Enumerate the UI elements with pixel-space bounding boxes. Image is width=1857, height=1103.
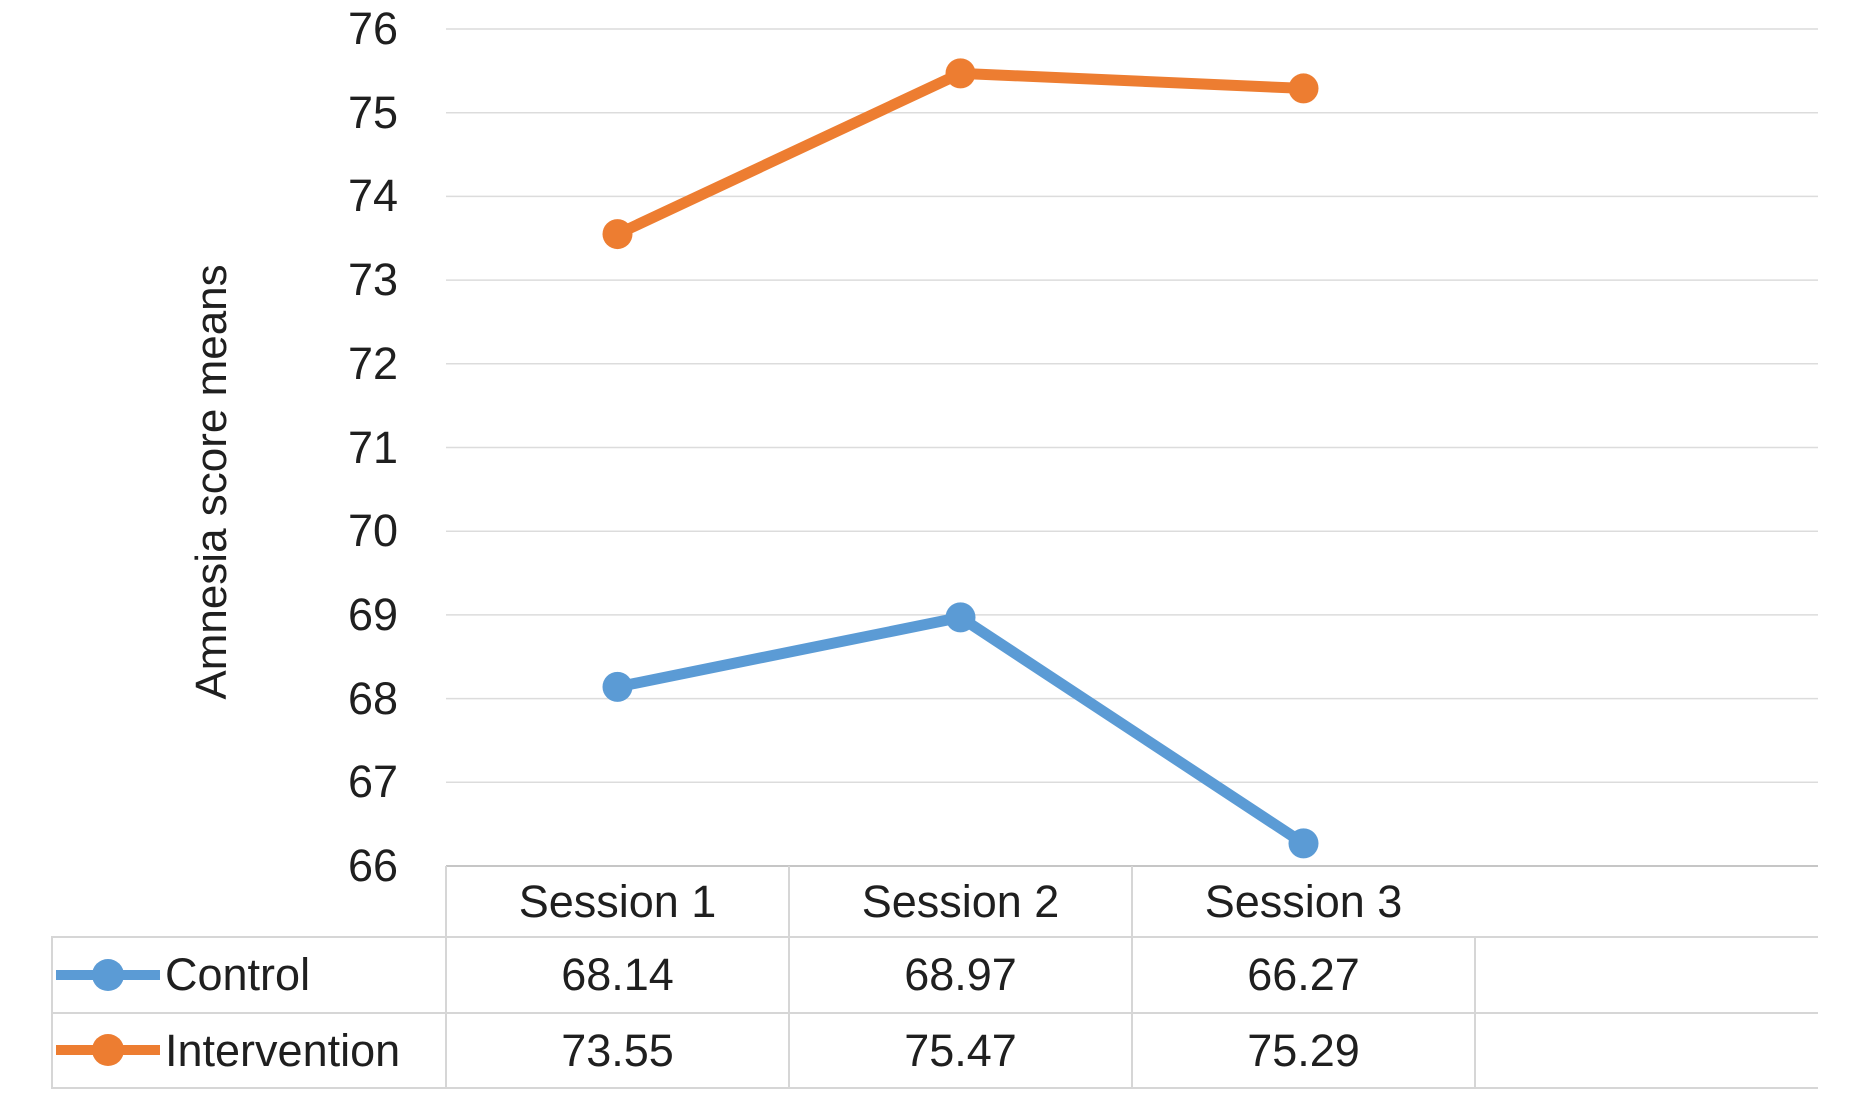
- y-tick-label: 74: [347, 170, 398, 222]
- table-cell-control-session3: 66.27: [1247, 949, 1360, 1000]
- table-border: [445, 866, 447, 1088]
- table-border: [51, 937, 53, 1088]
- table-cell-intervention-session1: 73.55: [561, 1025, 674, 1076]
- table-border: [51, 1087, 1818, 1089]
- y-tick-label: 75: [347, 86, 398, 138]
- intervention-series-marker: [945, 58, 976, 89]
- legend-label-intervention: Intervention: [165, 1025, 401, 1076]
- intervention-series-marker: [602, 219, 633, 250]
- control-series-line: [612, 611, 1309, 849]
- y-tick-label: 68: [347, 672, 398, 724]
- intervention-series-line: [612, 67, 1309, 240]
- table-cell-intervention-session2: 75.47: [904, 1025, 1017, 1076]
- intervention-series-key-icon: [56, 1034, 160, 1066]
- y-tick-label: 66: [347, 840, 398, 891]
- table-header-session-1: Session 1: [518, 876, 717, 927]
- y-tick-label: 76: [347, 3, 398, 54]
- control-series-marker: [945, 602, 976, 633]
- table-cell-control-session2: 68.97: [904, 949, 1017, 1000]
- y-tick-label: 73: [347, 254, 398, 306]
- legend-label-control: Control: [165, 949, 311, 1000]
- y-tick-label: 67: [347, 756, 398, 808]
- legend-cell-control: Control: [51, 937, 446, 1013]
- y-tick-label: 69: [347, 588, 398, 640]
- table-header-session-3: Session 3: [1204, 876, 1403, 927]
- table-border: [1474, 937, 1476, 1088]
- table-border: [788, 866, 790, 1088]
- y-tick-label: 71: [347, 421, 398, 473]
- table-cell-control-session1: 68.14: [561, 949, 674, 1000]
- legend-cell-intervention: Intervention: [51, 1013, 446, 1088]
- control-series-key-icon: [56, 959, 160, 991]
- table-cell-intervention-session3: 75.29: [1247, 1025, 1360, 1076]
- table-header-session-2: Session 2: [861, 876, 1060, 927]
- table-border: [51, 936, 1818, 938]
- table-border: [1131, 866, 1133, 1088]
- control-series-marker: [1288, 828, 1319, 859]
- table-border: [51, 1012, 1818, 1014]
- intervention-series-marker: [1288, 73, 1319, 104]
- y-tick-label: 72: [347, 337, 398, 389]
- y-tick-label: 70: [347, 505, 398, 557]
- control-series-marker: [602, 671, 633, 702]
